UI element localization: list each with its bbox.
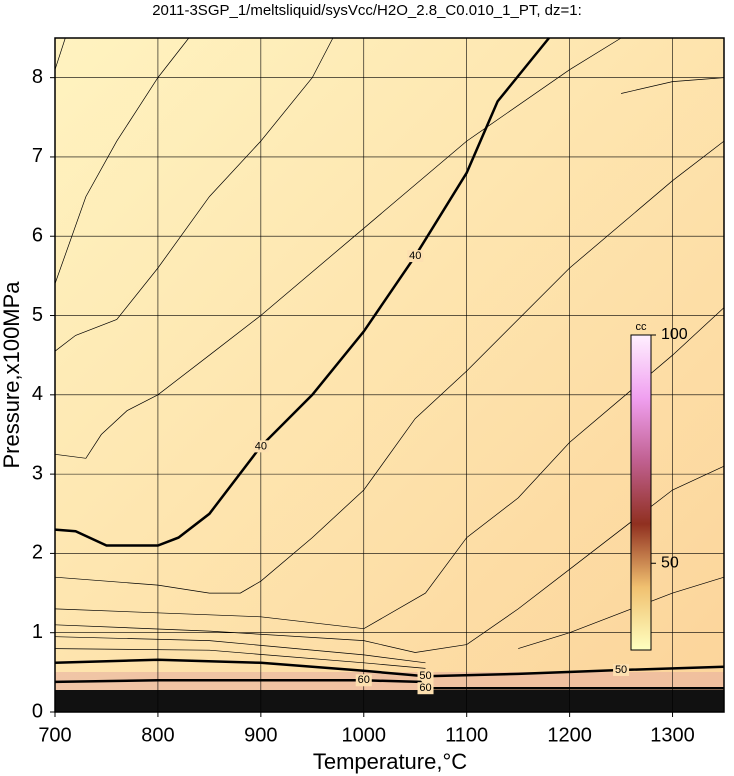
contour-label: 40 [255,440,267,452]
contour-label: 40 [409,250,421,262]
x-tick-label: 1200 [547,724,592,746]
contour-line [54,37,622,459]
contour-line [54,648,426,669]
y-tick-label: 7 [32,145,43,167]
contour-line [54,636,426,664]
contour-line [621,77,725,94]
plot-frame [54,37,725,713]
colorbar-label: cc [636,321,648,333]
contour-line [54,37,190,284]
x-tick-label: 900 [244,724,277,746]
x-tick-label: 1000 [342,724,387,746]
contour-label: 50 [615,664,627,676]
x-tick-label: 700 [38,724,71,746]
contour-label-bg [613,663,630,676]
contour-line [54,140,725,594]
x-tick-label: 800 [141,724,174,746]
y-tick-label: 4 [32,383,43,405]
y-tick-label: 6 [32,225,43,247]
y-tick-label: 2 [32,542,43,564]
contour-label-bg [407,250,424,263]
contour-label: 60 [358,674,370,686]
x-tick-label: 1300 [650,724,695,746]
plot-background [55,38,724,712]
dense-contour-band [55,690,724,712]
y-axis-label: Pressure,x100MPa [0,281,24,469]
contour-line [518,576,725,649]
y-tick-label: 3 [32,462,43,484]
contour-label-bg [417,682,434,695]
colorbar [630,334,652,651]
chart-title: 2011-3SGP_1/meltsliquid/sysVcc/H2O_2.8_C… [152,2,582,19]
y-tick-label: 0 [32,700,43,722]
y-tick-label: 8 [32,66,43,88]
contour-label: 60 [419,682,431,694]
contour-label-bg [355,674,372,687]
contour-label-bg [252,440,269,453]
contour-label-bg [417,670,434,683]
labeled-contour [54,658,725,678]
contour-label: 50 [419,670,431,682]
contour-line [54,37,66,70]
y-tick-label: 1 [32,621,43,643]
contour-line [54,37,334,352]
x-tick-label: 1100 [445,724,488,746]
y-tick-label: 5 [32,304,43,326]
x-axis-label: Temperature,°C [313,749,467,774]
colorbar-tick-label: 100 [661,326,688,343]
colorbar-tick-label: 50 [661,554,679,571]
